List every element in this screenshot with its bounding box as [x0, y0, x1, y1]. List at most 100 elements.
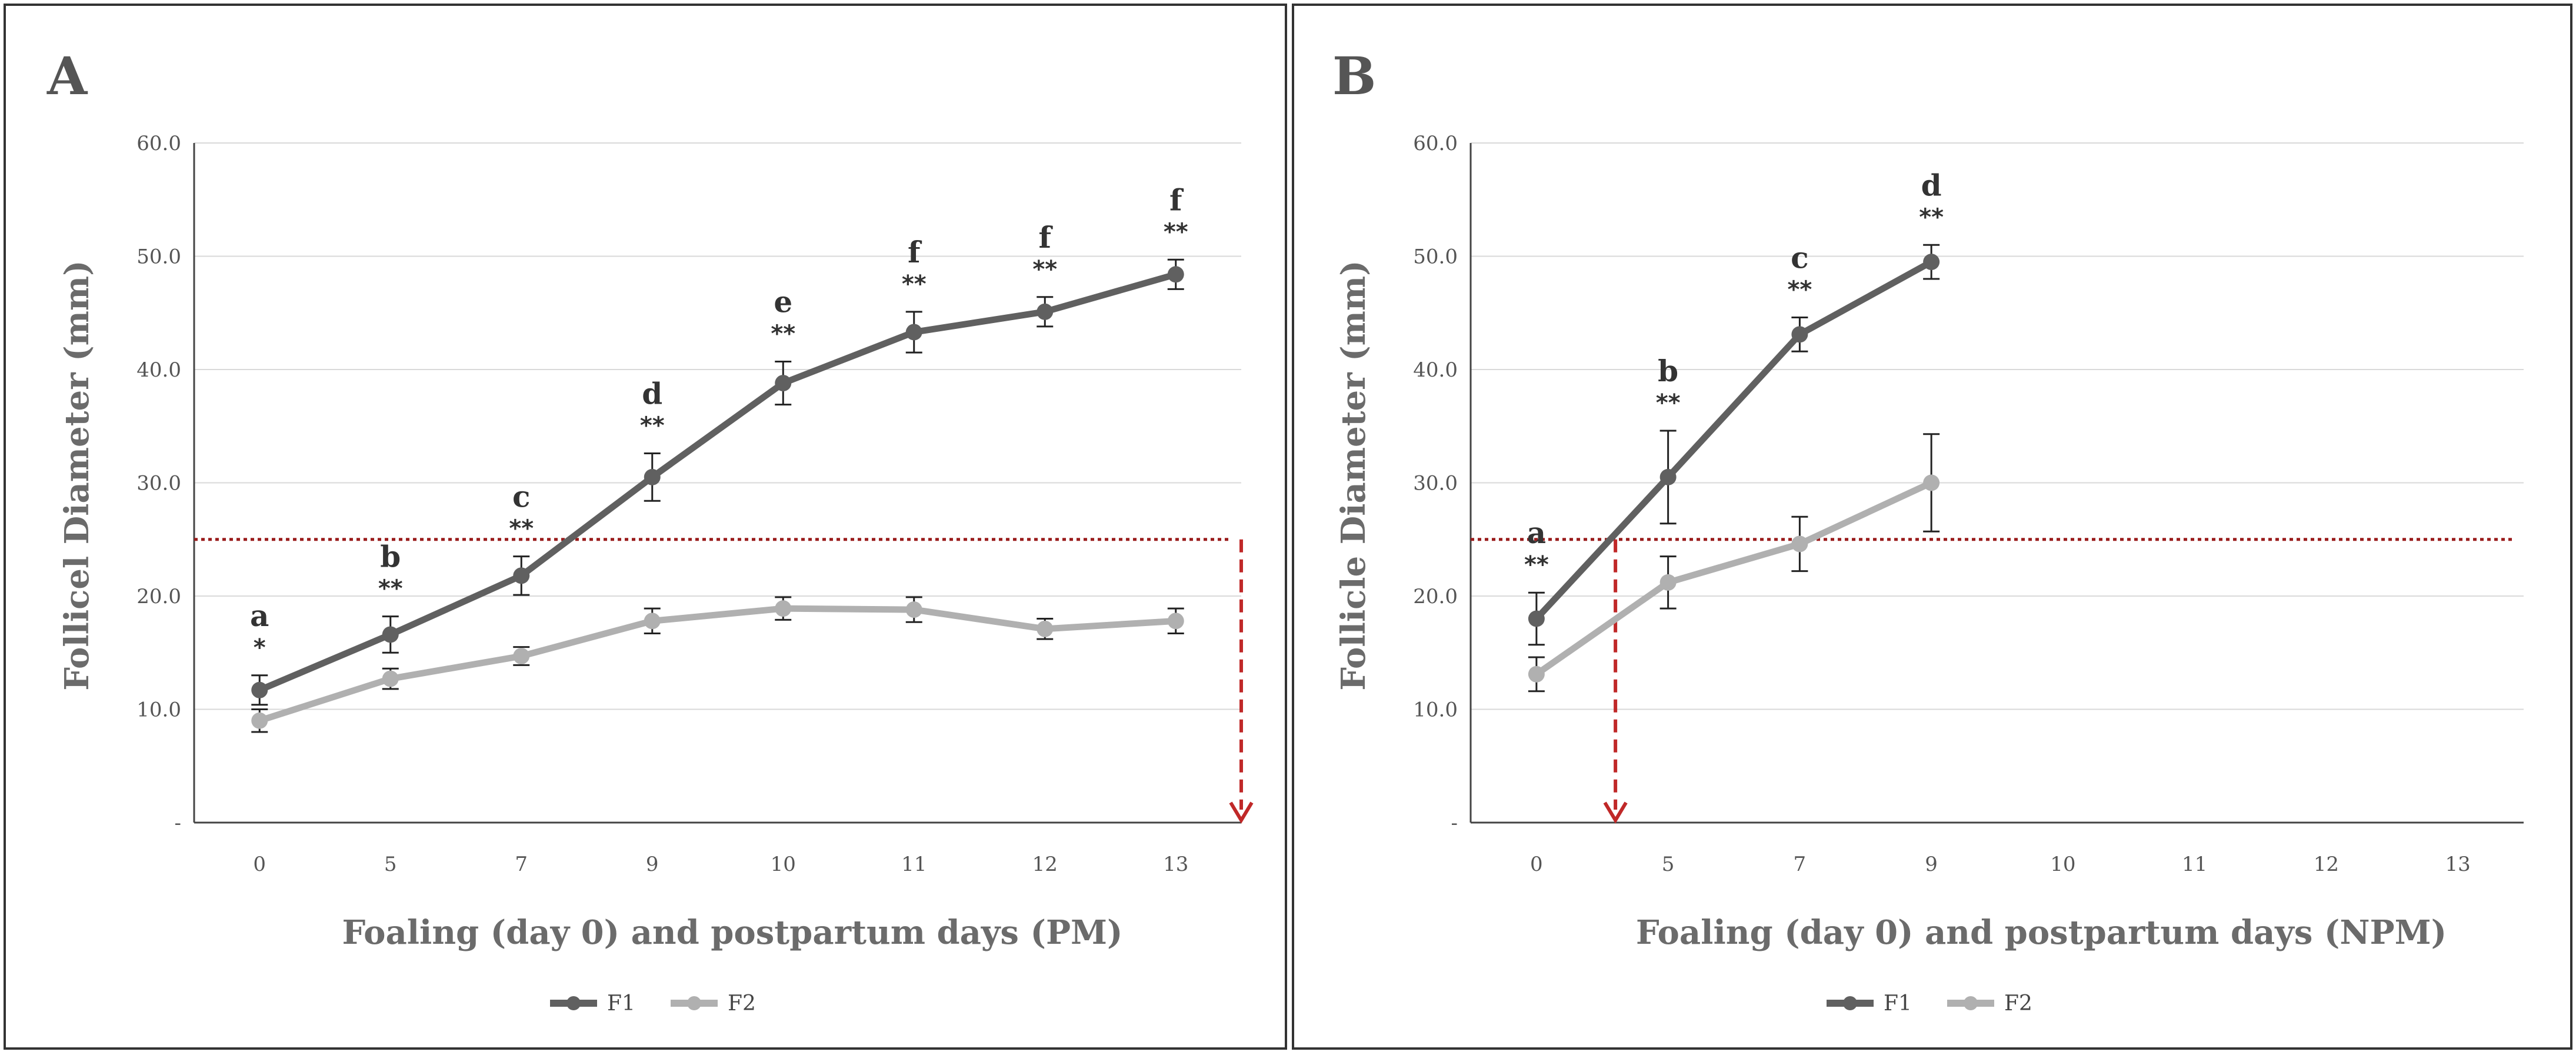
panel-b-significance-letter: d [1921, 168, 1942, 202]
panel-a-significance-letter: e [774, 285, 792, 320]
panel-b-series-f1-point [1791, 326, 1808, 343]
panel-a-significance-stars: ** [902, 271, 927, 298]
panel-a-series-f1-point [251, 681, 268, 698]
panel-a-significance-letter: b [380, 540, 401, 574]
panel-a-significance-stars: ** [771, 321, 795, 348]
panel-a-y-tick-label: 20.0 [136, 585, 181, 608]
panel-b-x-tick-label: 7 [1794, 853, 1807, 876]
panel-b-series-f2-point [1791, 535, 1808, 553]
panel-a-legend-f2-label: F2 [728, 991, 756, 1016]
panel-a-significance-letter: c [512, 480, 530, 514]
panel-b-x-tick-label: 12 [2314, 853, 2339, 876]
panel-a-significance-stars: ** [378, 575, 403, 603]
panel-a-significance-stars: ** [509, 515, 534, 543]
panel-a-legend-f1-label: F1 [607, 991, 635, 1016]
panel-b-series-f1-line [1533, 258, 1935, 622]
panel-b-x-tick-label: 5 [1662, 853, 1675, 876]
panel-b-y-tick-label: 50.0 [1413, 245, 1458, 269]
panel-a-y-tick-label: 60.0 [136, 132, 181, 155]
panel-b-letter: B [1332, 45, 1376, 107]
panel-a-x-tick-label: 5 [384, 853, 397, 876]
panel-b: B - 10.0 20.0 30.0 40.0 50.0 60.0 0 5 7 9 10 11 12 13 *… [1292, 4, 2572, 1050]
panel-a-significance-stars: ** [1032, 256, 1057, 283]
panel-b-legend-f2-label: F2 [2004, 991, 2032, 1016]
panel-a-series-f1-point [513, 567, 530, 584]
panel-a-significance-stars: * [254, 634, 266, 661]
panel-a-series-f1-point [382, 626, 399, 643]
panel-a-border [4, 4, 1287, 1050]
panel-a-x-axis-label: Foaling (day 0) and postpartum days (PM) [342, 913, 1122, 952]
panel-b-x-tick-label: 13 [2445, 853, 2470, 876]
panel-a-y-tick-label: 30.0 [136, 472, 181, 495]
panel-b-legend: F1 F2 [1827, 991, 2032, 1016]
panel-a-y-tick-label: 50.0 [136, 245, 181, 269]
panel-b-y-tick-label: 60.0 [1413, 132, 1458, 155]
panel-b-significance-stars: ** [1656, 390, 1681, 417]
panel-a-series-f2-point [382, 670, 399, 687]
panel-b-y-tick-label: 30.0 [1413, 472, 1458, 495]
panel-a-legend-f2-marker [687, 996, 701, 1010]
panel-a-significance-letter: f [1169, 182, 1184, 217]
panel-a-x-tick-label: 7 [515, 853, 528, 876]
panel-b-legend-f1-marker [1843, 996, 1857, 1010]
panel-a-series-f2-point [775, 600, 792, 617]
panel-a-series-f1-point [1167, 266, 1184, 283]
panel-a-threshold-arrowhead [1229, 801, 1254, 824]
panel-a-series-f1-point [1037, 303, 1054, 320]
panel-a-series-f2-point [513, 648, 530, 665]
panel-a-series-f2-line [256, 605, 1179, 724]
panel-a-series-f1-point [775, 375, 792, 392]
panel-b-series-f2-point [1528, 665, 1545, 683]
panel-b-series-f1-point [1659, 468, 1677, 485]
panel-a-significance-stars: ** [640, 412, 665, 439]
panel-b-significance-stars: ** [1919, 204, 1944, 231]
panel-b-x-tick-label: 11 [2182, 853, 2207, 876]
panel-a-legend-f1-marker [566, 996, 581, 1010]
panel-b-x-axis-label: Foaling (day 0) and postpartum days (NPM… [1636, 913, 2447, 952]
panel-b-significance-letter: a [1527, 515, 1546, 550]
panel-b-threshold-arrowhead [1603, 801, 1628, 824]
panel-a-series-f2-point [1037, 620, 1054, 637]
panel-a-x-tick-label: 0 [253, 853, 266, 876]
panel-b-y-tick-label: 10.0 [1413, 698, 1458, 722]
panel-b-legend-f2-marker [1964, 996, 1978, 1010]
panel-a-series-f1-line [256, 271, 1179, 694]
panel-b-series-f1-point [1923, 254, 1940, 271]
panel-b-series-f2-point [1659, 574, 1677, 591]
panel-b-x-tick-label: 9 [1925, 853, 1938, 876]
panel-b-series-f2-point [1923, 474, 1940, 491]
panel-a-x-tick-label: 10 [771, 853, 796, 876]
panel-b-significance-letter: b [1658, 354, 1678, 388]
panel-a-series-f1-point [905, 324, 922, 341]
panel-a-y-tick-label: 40.0 [136, 358, 181, 382]
panel-a-series-f2-point [1167, 613, 1184, 630]
panel-b-significance-stars: ** [1787, 276, 1812, 303]
panel-b-x-tick-label: 0 [1530, 853, 1543, 876]
panel-a-legend: F1 F2 [550, 991, 756, 1016]
panel-b-significance-letter: c [1791, 240, 1808, 275]
panel-a-series-f2-point [644, 613, 661, 630]
panel-a-letter: A [46, 45, 88, 107]
panel-a-x-tick-label: 13 [1163, 853, 1188, 876]
panel-a-significance-letter: d [642, 376, 662, 411]
panel-a: A - 10.0 20.0 30.0 40.0 50.0 60.0 0 5 7 9 10 11 12 13 *… [4, 4, 1287, 1050]
panel-b-x-tick-label: 10 [2050, 853, 2075, 876]
panel-a-x-tick-label: 9 [646, 853, 659, 876]
panel-b-series-f1-point [1528, 610, 1545, 627]
panel-a-series-f1-point [644, 468, 661, 485]
panel-a-x-tick-label: 11 [901, 853, 927, 876]
panel-b-legend-f1-label: F1 [1884, 991, 1912, 1016]
panel-b-y-axis-label: Follicle Diameter (mm) [1334, 260, 1373, 690]
panel-b-significance-stars: ** [1524, 551, 1549, 578]
panel-a-y-axis-label: Follicel Diameter (mm) [58, 260, 96, 690]
panel-a-significance-letter: f [908, 235, 922, 269]
panel-b-y-tick-label: - [1451, 811, 1458, 835]
panel-a-y-tick-label: 10.0 [136, 698, 181, 722]
panel-a-significance-letter: a [250, 598, 269, 633]
panel-a-significance-letter: f [1038, 220, 1053, 255]
panel-a-y-tick-label: - [175, 811, 182, 835]
panel-a-series-f2-point [905, 601, 922, 618]
panel-a-x-tick-label: 12 [1032, 853, 1058, 876]
panel-b-y-tick-label: 20.0 [1413, 585, 1458, 608]
panel-b-y-tick-label: 40.0 [1413, 358, 1458, 382]
